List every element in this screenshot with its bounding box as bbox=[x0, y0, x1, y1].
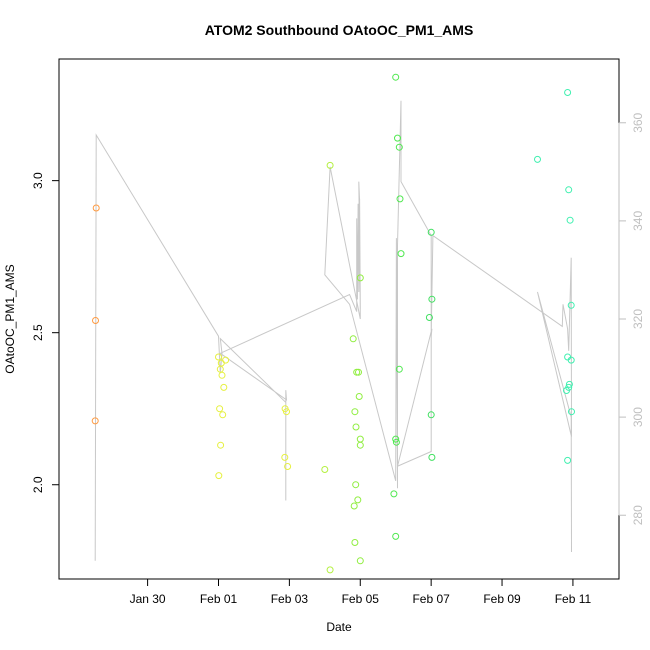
y-right-tick-label-3: 340 bbox=[631, 211, 645, 231]
data-point-41 bbox=[392, 438, 400, 446]
data-point-39 bbox=[395, 365, 403, 373]
y-right-tick-label-0: 280 bbox=[631, 505, 645, 525]
y-axis-label: OAtoOC_PM1_AMS bbox=[3, 264, 17, 373]
data-point-52 bbox=[566, 216, 574, 224]
y-right-tick-label-4: 360 bbox=[631, 112, 645, 132]
data-point-36 bbox=[395, 143, 403, 151]
data-point-3 bbox=[215, 353, 222, 361]
track-line bbox=[94, 100, 572, 561]
y-tick-label-1: 2.5 bbox=[31, 324, 45, 341]
x-tick-label-5: Feb 09 bbox=[483, 592, 521, 606]
data-point-25 bbox=[355, 393, 363, 400]
chart-title: ATOM2 Southbound OAtoOC_PM1_AMS bbox=[205, 22, 474, 38]
data-point-17 bbox=[321, 466, 329, 473]
data-point-14 bbox=[283, 408, 290, 416]
data-point-59 bbox=[568, 408, 575, 416]
data-point-6 bbox=[220, 383, 228, 391]
data-point-58 bbox=[565, 383, 573, 391]
x-tick-label-2: Feb 03 bbox=[271, 592, 309, 606]
points-layer bbox=[91, 73, 575, 574]
data-point-30 bbox=[350, 502, 358, 510]
data-point-1 bbox=[92, 317, 99, 324]
data-point-31 bbox=[351, 539, 359, 546]
data-point-38 bbox=[397, 250, 405, 258]
data-point-22 bbox=[352, 423, 360, 431]
x-tick-label-6: Feb 11 bbox=[555, 592, 592, 606]
y-axis-right: 280 300 320 340 360 bbox=[618, 112, 645, 525]
y-axis: 2.0 2.5 3.0 bbox=[31, 172, 60, 493]
data-point-47 bbox=[427, 411, 435, 419]
data-point-20 bbox=[349, 335, 357, 343]
data-point-45 bbox=[428, 295, 436, 303]
data-point-55 bbox=[567, 356, 575, 364]
data-point-46 bbox=[425, 314, 433, 321]
data-point-40 bbox=[392, 435, 400, 443]
data-point-24 bbox=[355, 368, 362, 376]
x-tick-label-4: Feb 07 bbox=[412, 592, 450, 606]
x-tick-label-1: Feb 01 bbox=[200, 592, 238, 606]
data-point-37 bbox=[396, 195, 404, 203]
track-layer bbox=[94, 100, 572, 561]
data-point-0 bbox=[92, 204, 100, 212]
data-point-43 bbox=[392, 532, 400, 540]
data-point-32 bbox=[356, 557, 364, 565]
data-point-56 bbox=[565, 380, 573, 388]
data-point-48 bbox=[428, 453, 436, 461]
y-right-tick-label-1: 300 bbox=[631, 407, 645, 427]
data-point-15 bbox=[281, 453, 289, 461]
data-point-9 bbox=[216, 405, 224, 413]
y-tick-label-0: 2.0 bbox=[31, 476, 45, 493]
x-tick-label-3: Feb 05 bbox=[342, 592, 380, 606]
data-point-34 bbox=[392, 73, 400, 81]
x-axis: Jan 30 Feb 01 Feb 03 Feb 05 Feb 07 Feb 09 Feb … bbox=[130, 578, 592, 606]
y-tick-label-2: 3.0 bbox=[31, 172, 45, 189]
data-point-16 bbox=[284, 463, 292, 470]
y-right-tick-label-2: 320 bbox=[631, 309, 645, 329]
data-point-60 bbox=[564, 456, 572, 464]
data-point-8 bbox=[222, 356, 230, 364]
data-point-35 bbox=[394, 134, 401, 142]
x-tick-label-0: Jan 30 bbox=[130, 592, 166, 606]
data-point-28 bbox=[352, 481, 360, 489]
x-axis-label: Date bbox=[326, 620, 352, 634]
data-point-19 bbox=[326, 566, 334, 574]
data-point-50 bbox=[564, 89, 572, 96]
data-point-11 bbox=[217, 441, 225, 449]
data-point-2 bbox=[91, 417, 99, 425]
data-point-10 bbox=[219, 411, 227, 419]
data-point-12 bbox=[215, 472, 223, 480]
data-point-53 bbox=[567, 301, 575, 309]
data-point-21 bbox=[351, 408, 359, 416]
data-point-27 bbox=[356, 441, 364, 449]
data-point-5 bbox=[218, 371, 226, 379]
data-point-44 bbox=[427, 228, 435, 236]
data-point-18 bbox=[326, 161, 334, 169]
data-point-51 bbox=[565, 186, 573, 194]
data-point-29 bbox=[354, 496, 362, 504]
data-point-33 bbox=[356, 274, 364, 282]
data-point-49 bbox=[534, 155, 541, 163]
data-point-42 bbox=[390, 490, 398, 498]
